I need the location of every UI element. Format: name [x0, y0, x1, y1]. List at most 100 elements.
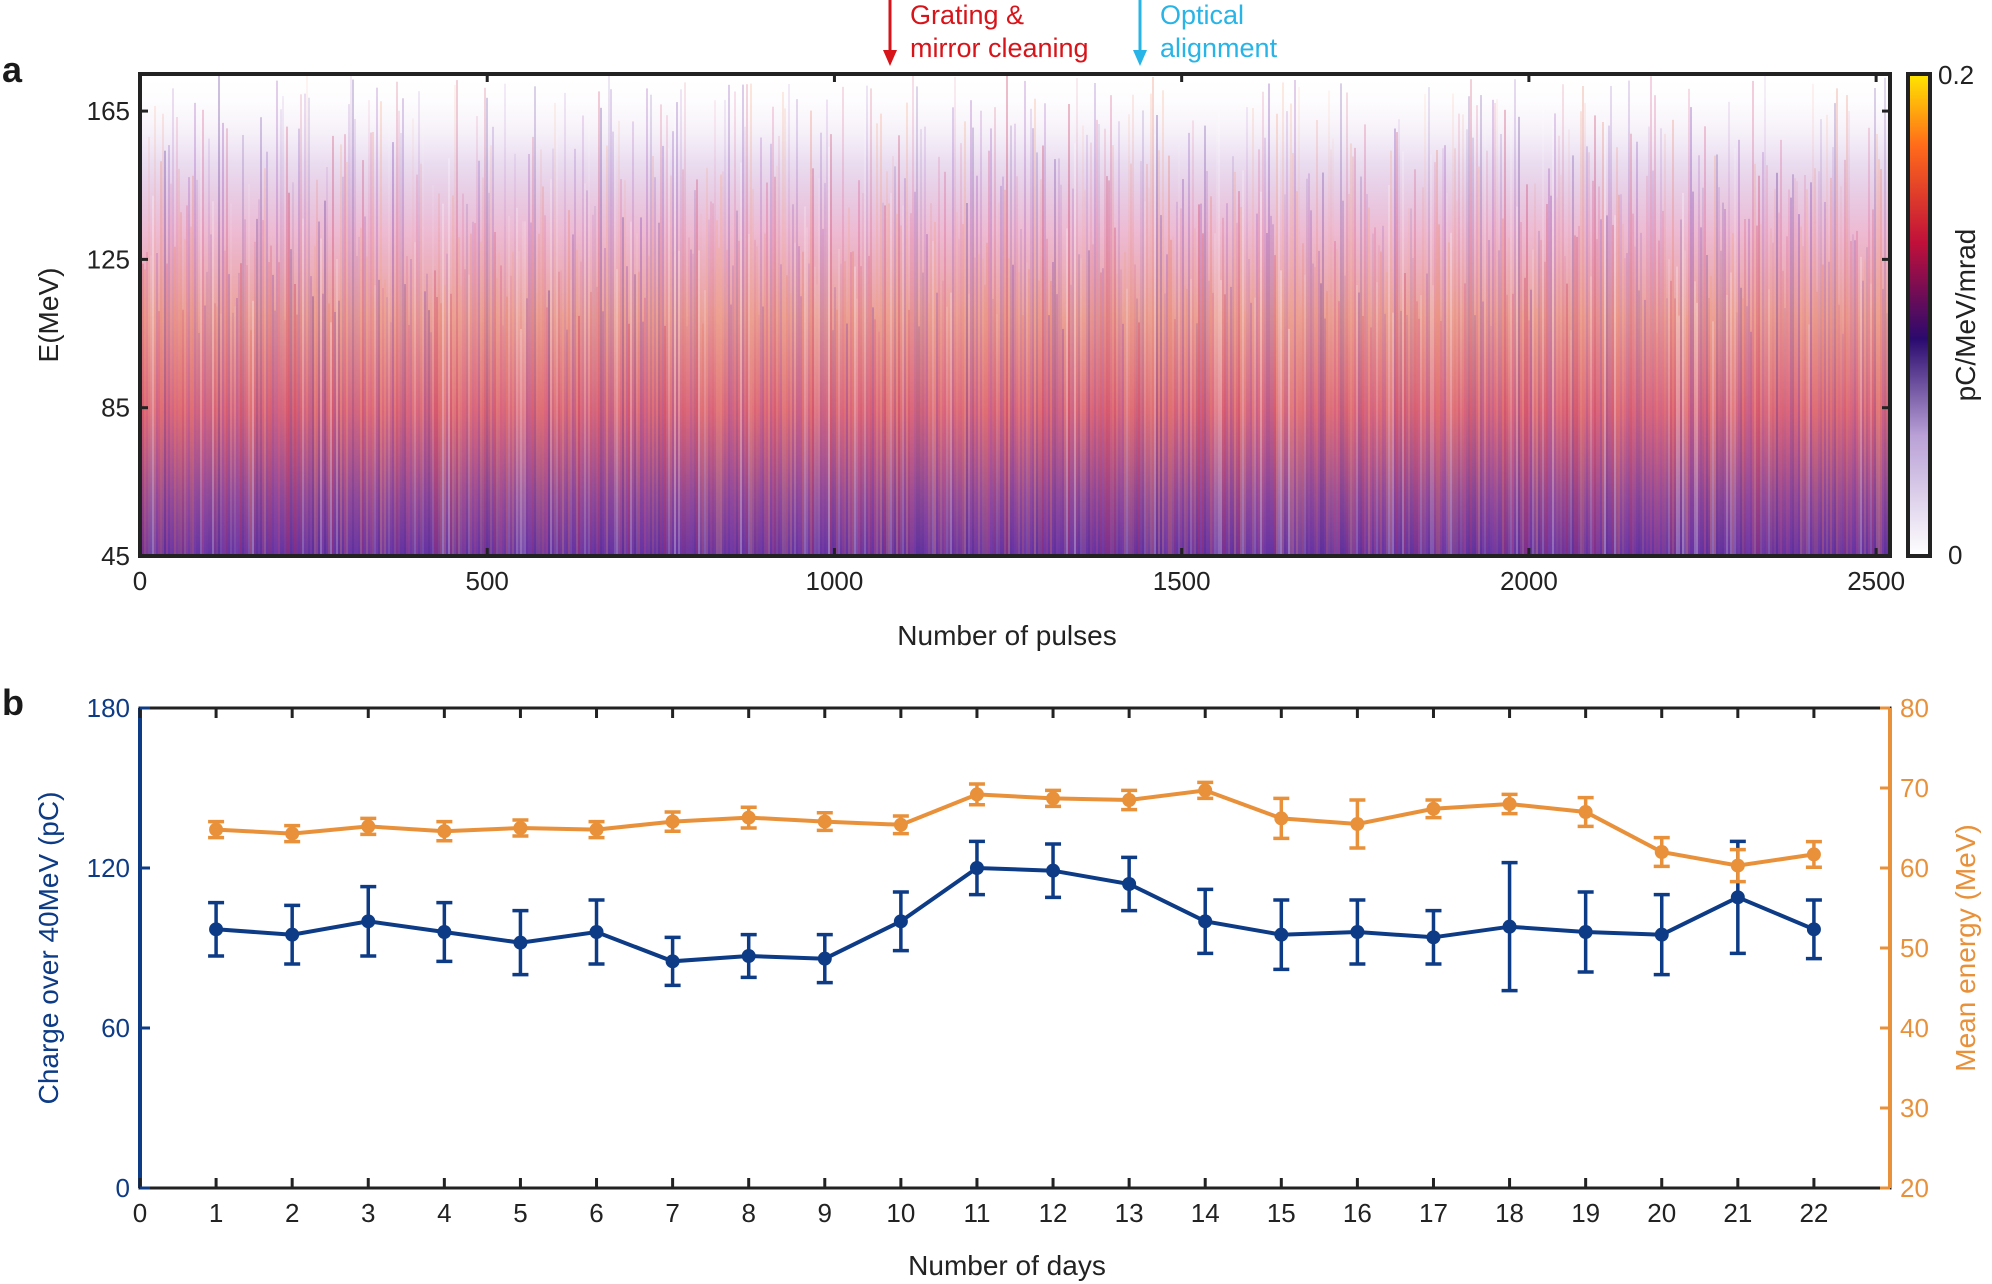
heatmap-stripe — [522, 221, 524, 556]
heatmap-stripe — [348, 104, 350, 556]
heatmap-stripe — [332, 135, 334, 556]
heatmap-stripe — [1028, 269, 1030, 556]
heatmap-stripe — [932, 241, 934, 556]
heatmap-stripe — [1382, 225, 1384, 556]
heatmap-stripe — [1338, 301, 1340, 556]
heatmap-stripe — [1408, 208, 1410, 556]
heatmap-stripe — [1258, 149, 1260, 556]
heatmap-stripe — [326, 167, 328, 556]
heatmap-stripe — [1638, 290, 1640, 556]
heatmap-stripe — [810, 110, 812, 556]
heatmap-stripe — [1292, 153, 1294, 556]
heatmap-stripe — [574, 148, 576, 556]
heatmap-stripe — [952, 107, 954, 556]
heatmap-stripe — [560, 270, 562, 556]
heatmap-stripe — [226, 128, 228, 556]
x-tick-label: 20 — [1647, 1198, 1676, 1228]
heatmap-stripe — [898, 135, 900, 556]
data-point — [1426, 930, 1441, 945]
heatmap-stripe — [580, 261, 582, 556]
data-point — [1122, 877, 1137, 891]
heatmap-stripe — [634, 274, 636, 556]
heatmap-stripe — [1454, 148, 1456, 556]
heatmap-stripe — [1360, 176, 1362, 556]
heatmap-stripe — [262, 220, 264, 556]
heatmap-stripe — [1184, 285, 1186, 556]
heatmap-stripe — [398, 110, 400, 556]
heatmap-stripe — [194, 102, 196, 556]
series-line — [215, 865, 1815, 964]
series-line — [215, 788, 1815, 868]
x-tick-label: 2000 — [1500, 566, 1558, 596]
heatmap-stripe — [1446, 192, 1448, 556]
heatmap-stripe — [1108, 180, 1110, 556]
heatmap-stripe — [1610, 85, 1612, 556]
heatmap-stripe — [412, 118, 414, 556]
heatmap-stripe — [604, 248, 606, 556]
heatmap-stripe — [1018, 272, 1020, 556]
heatmap-stripe — [318, 221, 320, 556]
heatmap-stripe — [1010, 125, 1012, 556]
heatmap-stripe — [386, 297, 388, 556]
heatmap-stripe — [1308, 173, 1310, 556]
heatmap-stripe — [1554, 113, 1556, 556]
x-tick-label: 5 — [513, 1198, 527, 1228]
heatmap-stripe — [1782, 270, 1784, 556]
heatmap-stripe — [1224, 294, 1226, 556]
heatmap-stripe — [1434, 162, 1436, 556]
heatmap-stripe — [322, 293, 324, 556]
heatmap-stripe — [456, 80, 458, 556]
heatmap-stripe — [304, 93, 306, 556]
heatmap-stripe — [1098, 124, 1100, 556]
heatmap-stripe — [1856, 230, 1858, 556]
heatmap-stripe — [388, 114, 390, 556]
heatmap-stripe — [452, 195, 454, 556]
heatmap-stripe — [802, 251, 804, 556]
heatmap-stripe — [918, 326, 920, 556]
x-tick-label: 13 — [1115, 1198, 1144, 1228]
heatmap-stripe — [478, 160, 480, 556]
heatmap-stripe — [1068, 104, 1070, 556]
heatmap-stripe — [1722, 202, 1724, 556]
heatmap-stripe — [884, 205, 886, 556]
heatmap-stripe — [920, 129, 922, 556]
heatmap-stripe — [738, 240, 740, 556]
heatmap-stripe — [1876, 134, 1878, 556]
heatmap-stripe — [1530, 289, 1532, 556]
heatmap-stripe — [1328, 90, 1330, 556]
heatmap-stripe — [1444, 145, 1446, 556]
heatmap-stripe — [712, 203, 714, 556]
data-point — [437, 925, 452, 939]
heatmap-stripe — [444, 285, 446, 556]
heatmap-stripe — [752, 189, 754, 556]
heatmap-stripe — [1564, 256, 1566, 556]
heatmap-stripe — [1348, 194, 1350, 556]
heatmap-stripe — [1788, 189, 1790, 556]
heatmap-stripe — [684, 82, 686, 556]
heatmap-stripe — [1766, 165, 1768, 556]
heatmap-stripe — [168, 145, 170, 556]
heatmap-stripe — [1582, 86, 1584, 556]
data-point — [1274, 811, 1289, 826]
heatmap-stripe — [1672, 119, 1674, 556]
heatmap-stripe — [230, 203, 232, 556]
x-tick-label: 0 — [133, 566, 147, 596]
heatmap-stripe — [1312, 263, 1314, 556]
heatmap-stripe — [860, 266, 862, 556]
heatmap-stripe — [394, 322, 396, 556]
heatmap-stripe — [762, 306, 764, 556]
heatmap-stripe — [1250, 302, 1252, 556]
heatmap-stripe — [1342, 200, 1344, 556]
heatmap-stripe — [1086, 134, 1088, 556]
heatmap-stripe — [1350, 143, 1352, 556]
heatmap-stripe — [1830, 177, 1832, 556]
heatmap-stripe — [1670, 280, 1672, 556]
right-y-tick-label: 40 — [1900, 1013, 1929, 1043]
heatmap-stripe — [552, 148, 554, 556]
heatmap-stripe — [586, 190, 588, 556]
heatmap-stripe — [1522, 310, 1524, 556]
heatmap-stripe — [1366, 194, 1368, 556]
panel-b-left-axis: 0 60 120 180 — [87, 693, 150, 1203]
heatmap-stripe — [1298, 87, 1300, 556]
heatmap-stripe — [1198, 204, 1200, 556]
